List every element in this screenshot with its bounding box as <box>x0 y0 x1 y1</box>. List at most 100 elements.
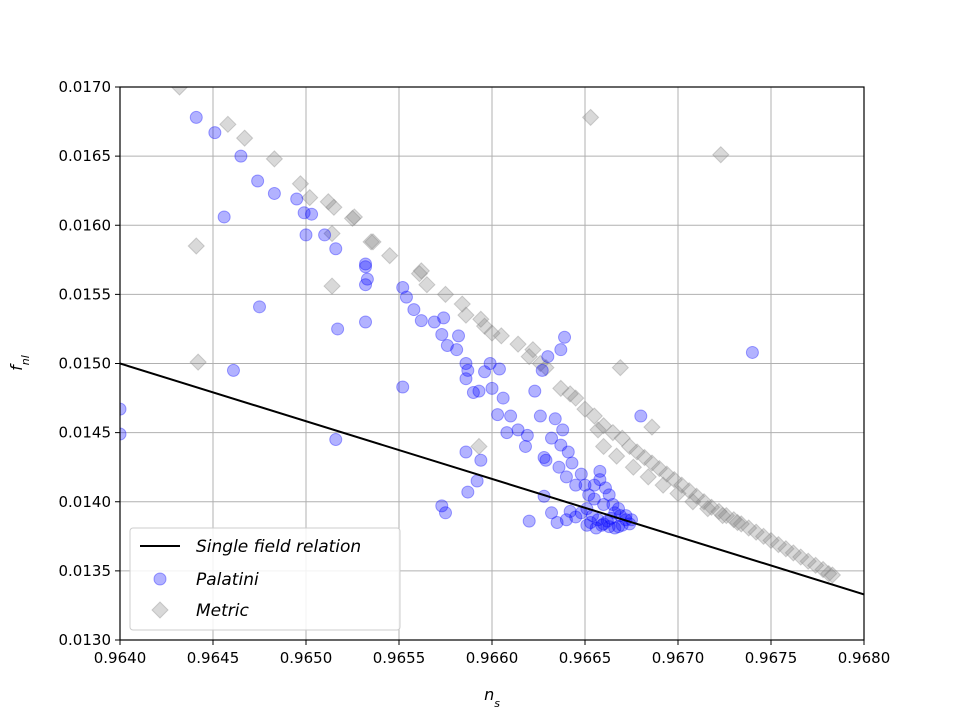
palatini-point <box>608 521 622 535</box>
palatini-point <box>520 428 534 442</box>
palatini-point <box>611 502 625 516</box>
metric-point <box>725 511 743 529</box>
metric-point <box>170 87 189 96</box>
metric-point <box>380 246 399 265</box>
metric-point <box>219 115 237 134</box>
metric-point <box>436 285 455 304</box>
metric-point <box>643 454 661 472</box>
metric-point <box>695 493 713 511</box>
palatini-point <box>491 408 505 422</box>
palatini-point <box>522 514 536 528</box>
x-tick-label: 0.9640 <box>94 649 147 667</box>
palatini-point <box>466 386 480 400</box>
legend-diamond-swatch <box>151 601 169 619</box>
palatini-point <box>598 481 612 495</box>
palatini-point <box>329 242 343 256</box>
palatini-point <box>550 515 564 529</box>
metric-point <box>189 353 207 371</box>
metric-point <box>624 458 643 476</box>
metric-point <box>712 146 730 164</box>
palatini-point <box>545 506 559 520</box>
metric-point <box>792 548 810 566</box>
metric-point <box>343 209 362 228</box>
palatini-point <box>595 518 609 532</box>
palatini-point <box>234 149 248 163</box>
palatini-point <box>459 445 473 459</box>
palatini-point <box>414 314 428 328</box>
palatini-point <box>461 363 475 377</box>
metric-point <box>412 262 431 280</box>
palatini-point <box>537 451 551 465</box>
x-axis-label: ns <box>484 685 500 710</box>
palatini-point <box>399 290 413 304</box>
palatini-point <box>290 192 304 206</box>
x-tick-label: 0.9670 <box>652 649 705 667</box>
palatini-point <box>634 409 648 423</box>
metric-point <box>739 519 758 537</box>
metric-point <box>325 198 343 216</box>
palatini-point <box>299 228 313 242</box>
metric-point <box>728 513 747 532</box>
x-tick-label: 0.9665 <box>559 649 612 667</box>
palatini-point <box>597 498 611 512</box>
palatini-point <box>459 357 473 370</box>
metric-point <box>717 506 736 525</box>
palatini-point <box>745 345 759 359</box>
metric-point <box>362 233 380 251</box>
palatini-point <box>587 492 601 506</box>
metric-point <box>524 340 542 359</box>
metric-point <box>589 421 607 439</box>
palatini-point <box>251 174 265 188</box>
palatini-point <box>267 186 281 200</box>
palatini-point <box>593 473 607 487</box>
metric-point <box>364 233 382 251</box>
palatini-point <box>435 327 449 341</box>
metric-point <box>509 335 527 353</box>
metric-point <box>628 443 646 461</box>
data-layer <box>120 87 864 596</box>
metric-point <box>492 327 511 345</box>
palatini-point <box>569 510 583 524</box>
metric-point <box>658 465 676 483</box>
metric-point <box>604 423 622 442</box>
metric-point <box>680 481 698 500</box>
metric-point <box>594 417 613 435</box>
metric-point <box>470 437 488 456</box>
palatini-point <box>396 380 410 394</box>
y-tick-label: 0.0135 <box>59 562 112 580</box>
x-tick-label: 0.9645 <box>187 649 240 667</box>
metric-point <box>457 306 475 324</box>
y-axis-label: fnl <box>7 355 32 371</box>
palatini-point <box>120 402 127 416</box>
metric-point <box>265 150 284 168</box>
palatini-point <box>470 474 484 488</box>
palatini-point <box>329 433 343 447</box>
palatini-point <box>518 439 532 453</box>
metric-point <box>301 188 319 207</box>
metric-point <box>537 358 555 377</box>
metric-point <box>777 540 795 558</box>
palatini-point <box>574 467 588 481</box>
palatini-point <box>561 445 575 459</box>
metric-point <box>323 224 341 243</box>
palatini-point <box>359 315 373 329</box>
metric-point <box>345 208 364 226</box>
palatini-point <box>565 456 579 470</box>
metric-point <box>806 556 825 575</box>
metric-point <box>472 310 490 328</box>
palatini-point <box>226 363 240 377</box>
palatini-point <box>500 426 514 440</box>
metric-point <box>654 476 672 494</box>
palatini-point <box>359 257 373 271</box>
metric-point <box>639 468 657 486</box>
palatini-point <box>331 322 345 336</box>
metric-point <box>684 493 702 511</box>
palatini-point <box>437 311 451 325</box>
metric-point <box>687 487 706 505</box>
metric-point <box>713 506 732 525</box>
palatini-point <box>582 488 596 502</box>
palatini-point <box>528 384 542 398</box>
palatini-point <box>559 470 573 484</box>
palatini-point <box>396 280 410 294</box>
